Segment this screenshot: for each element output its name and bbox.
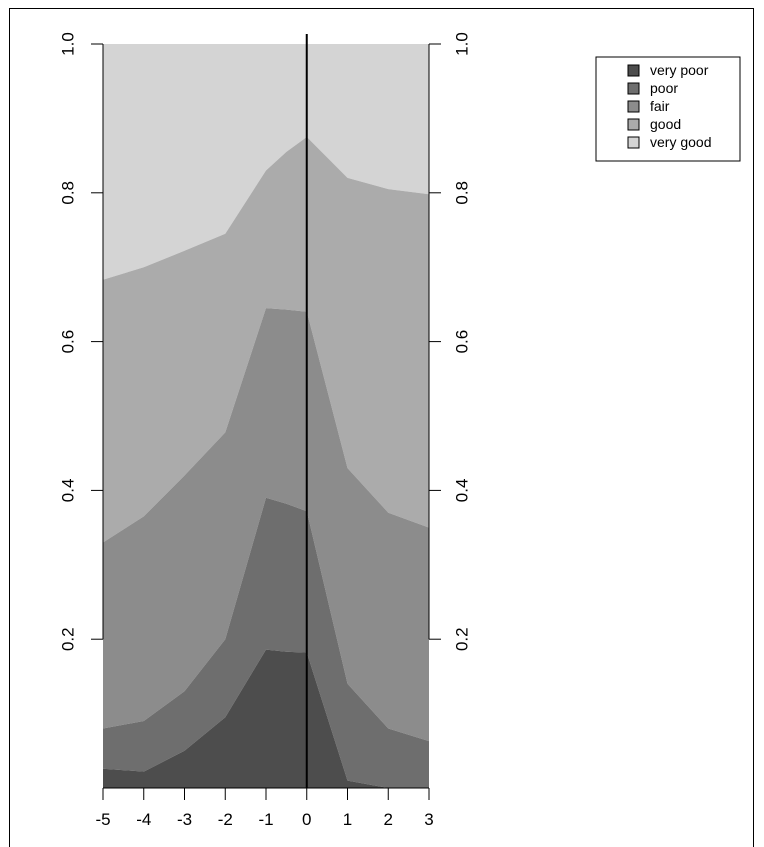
area-very-good bbox=[103, 44, 429, 280]
area-fair bbox=[103, 308, 429, 742]
x-tick-label: 1 bbox=[343, 810, 352, 829]
axes-group: -5 -4 -3 -2 -1 0 1 2 3 0.2 0.4 0.6 0.8 1.0 0.2 0.4 0.6 0.… bbox=[58, 32, 471, 829]
area-poor bbox=[103, 497, 429, 788]
left-y-tick-label: 1.0 bbox=[58, 32, 77, 56]
legend: very poor poor fair good very good bbox=[595, 56, 741, 162]
legend-label-very-good: very good bbox=[650, 134, 711, 150]
right-y-tick-label: 1.0 bbox=[452, 32, 471, 56]
area-series-group bbox=[103, 44, 429, 788]
legend-label-very-poor: very poor bbox=[650, 62, 709, 78]
left-y-tick-label: 0.8 bbox=[58, 181, 77, 205]
right-y-tick-label: 0.2 bbox=[452, 627, 471, 651]
left-y-tick-label: 0.4 bbox=[58, 479, 77, 503]
legend-swatch-poor bbox=[627, 82, 640, 95]
x-tick-label: -1 bbox=[258, 810, 273, 829]
x-tick-label: 2 bbox=[384, 810, 393, 829]
x-tick-label: -5 bbox=[95, 810, 110, 829]
left-y-tick-label: 0.2 bbox=[58, 627, 77, 651]
legend-label-good: good bbox=[650, 116, 681, 132]
legend-swatch-very-good bbox=[627, 136, 640, 149]
area-very-poor bbox=[103, 649, 429, 788]
right-y-tick-label: 0.4 bbox=[452, 479, 471, 503]
x-tick-label: -2 bbox=[218, 810, 233, 829]
legend-label-poor: poor bbox=[650, 80, 678, 96]
legend-box bbox=[595, 56, 741, 162]
legend-swatch-fair bbox=[627, 100, 640, 113]
x-tick-label: -4 bbox=[136, 810, 151, 829]
x-tick-label: 0 bbox=[302, 810, 311, 829]
legend-swatch-very-poor bbox=[627, 64, 640, 77]
area-good bbox=[103, 137, 429, 543]
x-tick-label: -3 bbox=[177, 810, 192, 829]
legend-label-fair: fair bbox=[650, 98, 670, 114]
legend-swatch-good bbox=[627, 118, 640, 131]
right-y-tick-label: 0.8 bbox=[452, 181, 471, 205]
x-tick-label: 3 bbox=[424, 810, 433, 829]
left-y-tick-label: 0.6 bbox=[58, 330, 77, 354]
right-y-tick-label: 0.6 bbox=[452, 330, 471, 354]
